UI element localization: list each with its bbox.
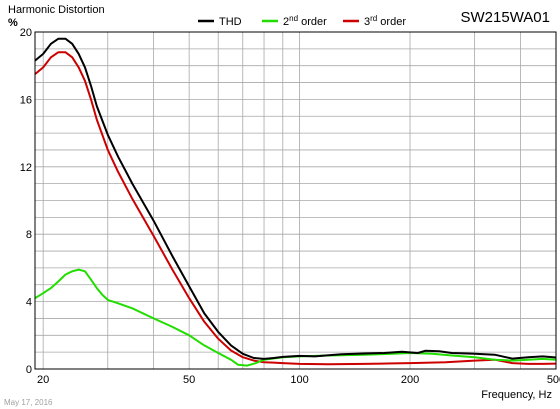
series-line-3rd-order <box>34 51 557 366</box>
y-tick-label: 8 <box>26 229 32 241</box>
grid <box>35 32 556 369</box>
legend-label: 3rd order <box>364 14 406 28</box>
chart-title: Harmonic Distortion <box>8 4 105 16</box>
model-name: SW215WA01 <box>461 9 550 26</box>
x-tick-label: 50 <box>183 374 195 386</box>
legend-label: 2nd order <box>283 14 327 28</box>
y-tick-label: 0 <box>26 364 32 376</box>
legend-label: THD <box>219 16 242 28</box>
y-tick-label: 20 <box>20 27 32 39</box>
chart-date: May 17, 2016 <box>4 398 53 407</box>
legend: THD 2nd order 3rd order <box>198 14 406 28</box>
tick-labels: 0 4 8 12 16 20 20 50 100 200 500 <box>20 27 560 386</box>
y-axis-unit: % <box>8 17 18 29</box>
series-line-thd <box>34 37 557 360</box>
x-tick-label: 200 <box>401 374 419 386</box>
plot-frame <box>34 31 557 370</box>
x-tick-label: 500 <box>547 374 560 386</box>
series-group <box>34 37 557 367</box>
y-tick-label: 16 <box>20 94 32 106</box>
y-tick-label: 12 <box>20 162 32 174</box>
x-axis-label: Frequency, Hz <box>481 389 552 401</box>
y-tick-label: 4 <box>26 297 32 309</box>
series-line-2nd-order <box>34 268 557 367</box>
x-tick-label: 100 <box>290 374 308 386</box>
x-tick-label: 20 <box>37 374 49 386</box>
